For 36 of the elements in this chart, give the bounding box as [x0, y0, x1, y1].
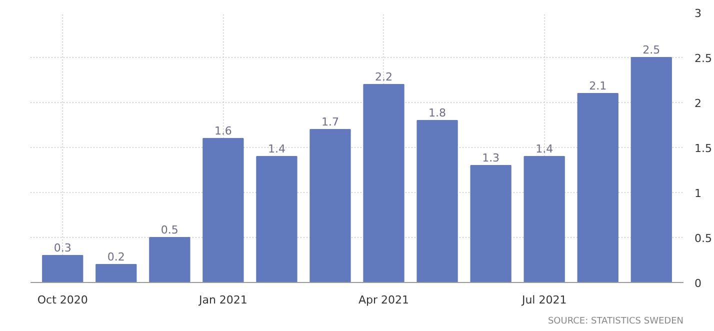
- x-tick-label: Jan 2021: [198, 294, 248, 306]
- y-tick-label: 0: [694, 277, 702, 290]
- bar: [42, 255, 84, 282]
- bar: [149, 237, 190, 282]
- y-tick-label: 2: [694, 97, 702, 110]
- bar: [524, 156, 565, 282]
- data-label: 0.2: [107, 250, 125, 264]
- y-tick-label: 0.5: [694, 232, 712, 245]
- data-label: 0.3: [54, 242, 72, 254]
- bar: [202, 138, 244, 282]
- bar: [310, 129, 351, 282]
- source-note: SOURCE: STATISTICS SWEDEN: [548, 316, 684, 326]
- bar: [470, 165, 512, 282]
- bar: [630, 57, 672, 282]
- data-label: 1.3: [482, 152, 500, 164]
- bar: [256, 156, 298, 282]
- y-tick-label: 1: [694, 187, 702, 200]
- x-tick-label: Oct 2020: [37, 294, 88, 306]
- data-label: 2.1: [589, 80, 607, 92]
- y-tick-label: 3: [694, 7, 702, 20]
- x-tick-label: Apr 2021: [358, 294, 410, 306]
- data-label: 1.4: [268, 142, 286, 156]
- x-tick-label: Jul 2021: [520, 294, 567, 306]
- data-label: 1.4: [536, 142, 554, 156]
- data-label: 1.6: [214, 124, 232, 138]
- y-tick-label: 1.5: [694, 142, 712, 155]
- bar: [577, 93, 618, 282]
- y-tick-label: 2.5: [694, 52, 712, 65]
- bar: [363, 84, 404, 282]
- data-label: 2.2: [375, 70, 393, 84]
- data-label: 2.5: [642, 44, 660, 56]
- data-label: 1.7: [321, 116, 339, 128]
- bar: [96, 264, 137, 282]
- bar: [416, 120, 458, 282]
- data-label: 1.8: [428, 106, 446, 120]
- data-label: 0.5: [160, 224, 178, 236]
